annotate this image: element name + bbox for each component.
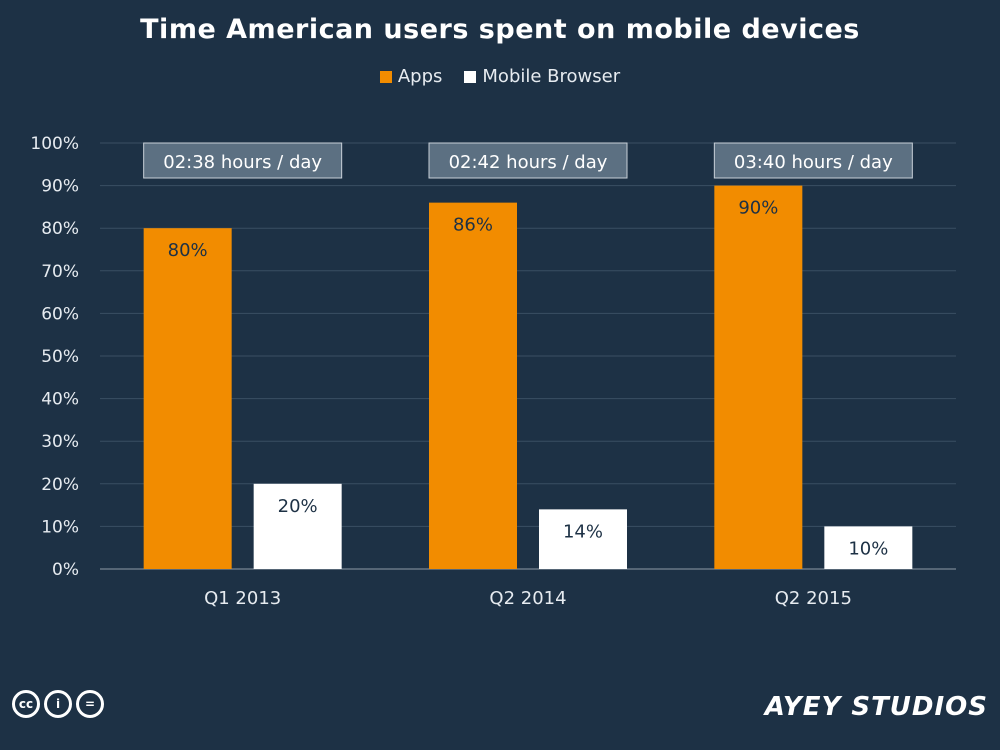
- legend: Apps Mobile Browser: [0, 66, 1000, 87]
- y-tick-label: 20%: [41, 475, 79, 495]
- nd-icon: =: [76, 690, 104, 718]
- annotation-label: 03:40 hours / day: [734, 152, 893, 173]
- bar-apps: [714, 185, 803, 569]
- annotation-box: [713, 142, 913, 179]
- legend-item-apps: Apps: [379, 66, 443, 87]
- y-tick-label: 10%: [41, 517, 79, 537]
- legend-swatch-mobile-browser: [464, 70, 477, 83]
- annotation-label: 02:38 hours / day: [163, 152, 322, 173]
- data-label: 90%: [738, 198, 778, 219]
- y-tick-label: 100%: [30, 134, 79, 154]
- license-badges: cc i =: [12, 690, 104, 718]
- x-tick-label: Q2 2014: [489, 588, 566, 609]
- annotation-box: [143, 142, 343, 179]
- y-tick-label: 0%: [52, 560, 79, 580]
- x-tick-label: Q1 2013: [204, 588, 281, 609]
- annotation-box: [428, 142, 628, 179]
- y-tick-label: 70%: [41, 262, 79, 282]
- data-label: 14%: [563, 521, 603, 542]
- cc-icon: cc: [12, 690, 40, 718]
- y-tick-label: 60%: [41, 304, 79, 324]
- y-tick-label: 90%: [41, 177, 79, 197]
- brand-logo: AYEY STUDIOS: [764, 692, 988, 722]
- legend-swatch-apps: [379, 70, 392, 83]
- bar-apps: [143, 228, 232, 569]
- bar-apps: [429, 202, 517, 569]
- bar-mobile-browser: [253, 483, 342, 569]
- annotation-label: 02:42 hours / day: [449, 152, 608, 173]
- data-label: 86%: [453, 215, 493, 236]
- y-tick-label: 80%: [41, 219, 79, 239]
- y-tick-label: 50%: [41, 347, 79, 367]
- chart-title: Time American users spent on mobile devi…: [140, 14, 860, 45]
- y-tick-label: 30%: [41, 432, 79, 452]
- y-tick-label: 40%: [41, 390, 79, 410]
- legend-label-mobile-browser: Mobile Browser: [482, 66, 621, 87]
- by-icon: i: [44, 690, 72, 718]
- bar-mobile-browser: [539, 509, 627, 569]
- data-label: 10%: [848, 538, 888, 559]
- x-tick-label: Q2 2015: [775, 588, 852, 609]
- data-label: 80%: [168, 240, 208, 261]
- legend-item-mobile-browser: Mobile Browser: [464, 66, 620, 87]
- data-label: 20%: [278, 496, 318, 517]
- legend-label-apps: Apps: [397, 66, 443, 87]
- bar-mobile-browser: [824, 526, 913, 569]
